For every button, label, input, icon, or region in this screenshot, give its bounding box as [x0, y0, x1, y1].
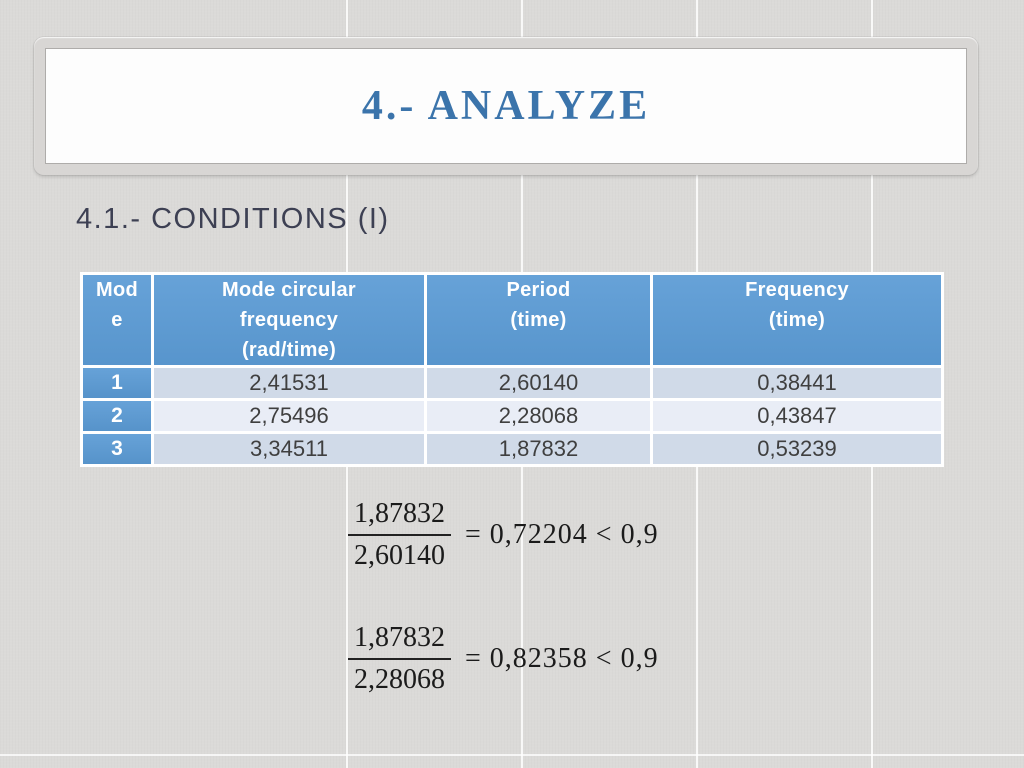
col-header-mode: Mod e [83, 275, 151, 365]
mode-cell: 3 [83, 434, 151, 464]
equation-period-ratio-2: 1,87832 2,28068 = 0,82358 < 0,9 [348, 622, 659, 696]
fraction-numerator: 1,87832 [354, 622, 445, 653]
value-cell: 3,34511 [154, 434, 424, 464]
value-cell: 1,87832 [427, 434, 650, 464]
fraction-numerator: 1,87832 [354, 498, 445, 529]
equation-result: = 0,82358 < 0,9 [465, 643, 659, 674]
value-cell: 2,60140 [427, 368, 650, 398]
background-seam-line [0, 754, 1024, 756]
value-cell: 2,75496 [154, 401, 424, 431]
col-header-period: Period (time) [427, 275, 650, 365]
equation-period-ratio-1: 1,87832 2,60140 = 0,72204 < 0,9 [348, 498, 659, 572]
title-frame: 4.- ANALYZE [34, 37, 978, 175]
slide-title: 4.- ANALYZE [361, 83, 651, 129]
table-row: 1 2,41531 2,60140 0,38441 [83, 368, 941, 398]
equation-result: = 0,72204 < 0,9 [465, 519, 659, 550]
table-row: 3 3,34511 1,87832 0,53239 [83, 434, 941, 464]
value-cell: 0,43847 [653, 401, 941, 431]
col-header-circular-frequency: Mode circular frequency (rad/time) [154, 275, 424, 365]
mode-cell: 2 [83, 401, 151, 431]
value-cell: 0,38441 [653, 368, 941, 398]
table-header-row: Mod e Mode circular frequency (rad/time)… [83, 275, 941, 365]
fraction-denominator: 2,28068 [348, 658, 451, 696]
value-cell: 2,28068 [427, 401, 650, 431]
table-row: 2 2,75496 2,28068 0,43847 [83, 401, 941, 431]
col-header-frequency: Frequency (time) [653, 275, 941, 365]
fraction: 1,87832 2,60140 [348, 498, 451, 572]
fraction-denominator: 2,60140 [348, 534, 451, 572]
fraction: 1,87832 2,28068 [348, 622, 451, 696]
value-cell: 0,53239 [653, 434, 941, 464]
value-cell: 2,41531 [154, 368, 424, 398]
title-box: 4.- ANALYZE [45, 48, 967, 164]
modal-results-table: Mod e Mode circular frequency (rad/time)… [80, 272, 944, 467]
mode-cell: 1 [83, 368, 151, 398]
slide-subtitle: 4.1.- CONDITIONS (I) [76, 203, 390, 235]
